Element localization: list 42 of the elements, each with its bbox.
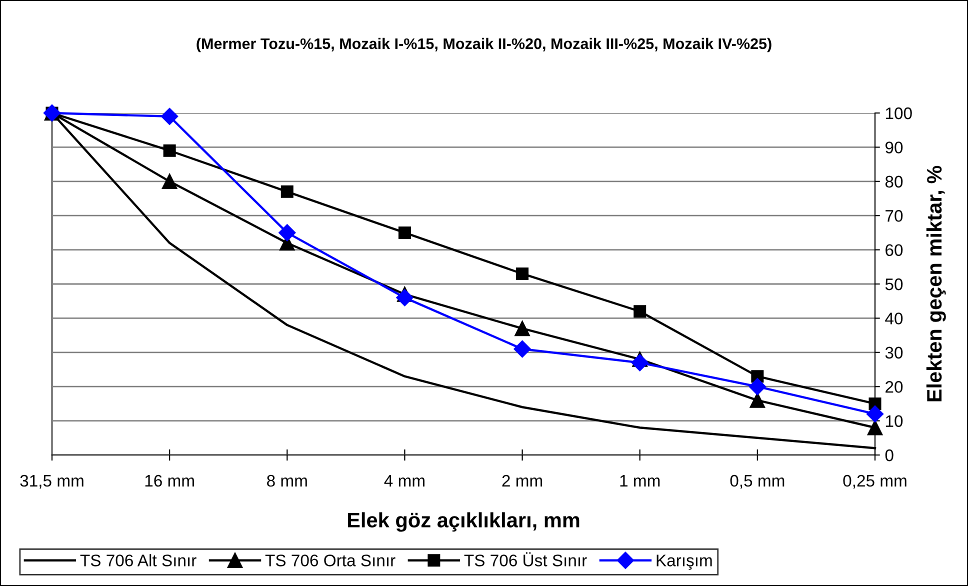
chart-title: (Mermer Tozu-%15, Mozaik I-%15, Mozaik II-%20, Mozaik III-%25, Mozaik IV-%25) (196, 38, 772, 52)
x-tick-label: 16 mm (145, 474, 194, 487)
point (396, 289, 414, 306)
y-tick-label: 90 (886, 142, 903, 154)
legend-label: TS 706 Üst Sınır (464, 552, 587, 566)
x-tick-label: 1 mm (620, 475, 660, 487)
x-tick-label: 8 mm (267, 474, 307, 487)
point (867, 420, 883, 436)
x-tick-label: 2 mm (502, 474, 542, 487)
x-axis-title: Elek göz açıklıkları, mm (348, 512, 580, 532)
point (161, 108, 178, 125)
point (280, 185, 294, 198)
y-axis-title: Elekten geçen miktar, % (926, 166, 946, 402)
point (278, 224, 296, 242)
point (748, 378, 766, 396)
y-tick-label: 0 (885, 449, 894, 462)
point (514, 340, 531, 358)
y-tick-label: 70 (886, 210, 903, 222)
point (516, 267, 529, 280)
point (163, 144, 176, 157)
y-tick-label: 100 (886, 107, 912, 120)
point (631, 354, 648, 372)
point (162, 174, 178, 190)
point (750, 392, 766, 408)
point (514, 320, 530, 336)
point (398, 226, 411, 239)
x-tick-label: 0,25 mm (843, 474, 906, 489)
x-tick-label: 4 mm (384, 475, 424, 487)
y-tick-label: 30 (885, 346, 903, 359)
x-tick-label: 31,5 mm (20, 474, 84, 489)
y-tick-label: 50 (885, 278, 903, 290)
point (634, 305, 646, 318)
y-tick-label: 40 (885, 312, 903, 324)
y-tick-label: 20 (886, 381, 903, 393)
y-tick-label: 60 (886, 244, 903, 256)
y-tick-label: 10 (886, 415, 903, 428)
legend-label: Karışım (656, 554, 712, 570)
legend-label: TS 706 Orta Sınır (265, 554, 396, 566)
y-tick-label: 80 (885, 176, 903, 188)
x-tick-label: 0,5 mm (730, 474, 784, 489)
legend-label: TS 706 Alt Sınır (80, 554, 196, 566)
point (866, 405, 884, 423)
